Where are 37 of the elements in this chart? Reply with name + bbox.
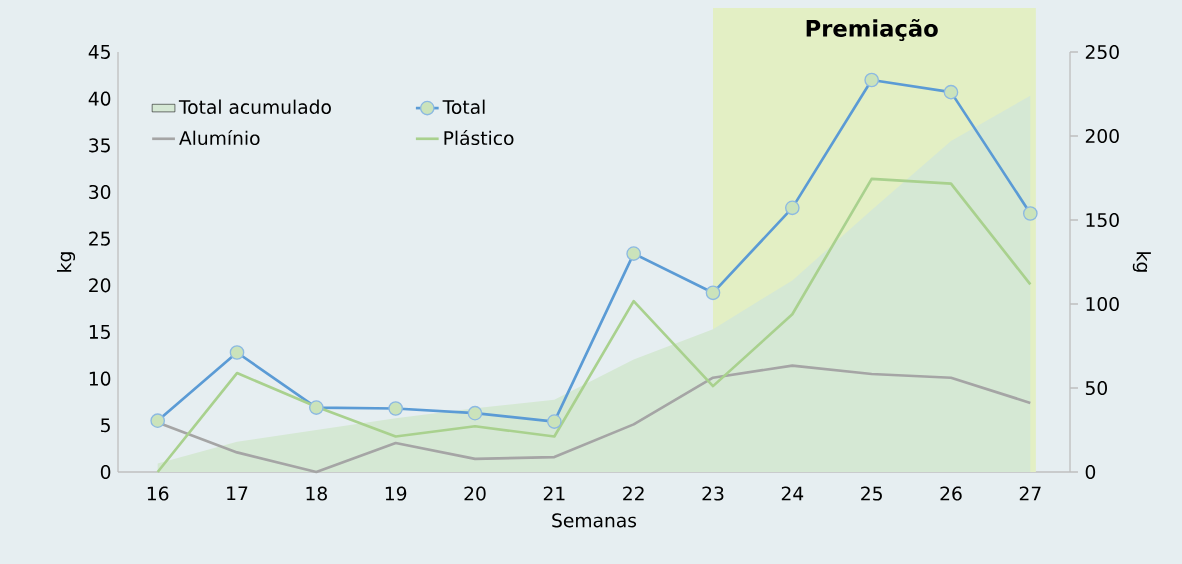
y2-tick-label: 0 [1085,464,1096,480]
y2-axis-title: kg [1132,252,1151,272]
x-tick-label: 19 [385,486,407,501]
x-tick-label: 16 [147,486,169,501]
x-tick-label: 23 [702,486,724,501]
band-label: Premiação [806,18,938,42]
legend-label: Plástico [444,129,514,146]
x-tick-label: 26 [940,486,962,501]
y2-tick-label: 150 [1086,212,1119,228]
y-tick-label: 20 [89,278,111,293]
x-tick-label: 17 [227,486,248,501]
line-series [156,177,1032,474]
x-tick-label: 21 [543,486,565,501]
y-tick-label: 45 [88,45,110,59]
y-tick-label: 0 [100,464,111,480]
x-axis-title: Semanas [552,513,637,528]
y-tick-label: 5 [101,418,110,433]
y-tick-label: 25 [89,231,110,246]
y2-tick-label: 50 [1085,380,1107,396]
x-tick-label: 24 [781,486,804,501]
legend-label: Alumínio [179,129,260,146]
y-axis-title: kg [57,252,76,272]
y-tick-label: 30 [89,184,111,200]
legend-label: Total [442,99,485,115]
y2-tick-label: 100 [1086,296,1119,312]
x-tick-label: 18 [306,486,327,501]
y-tick-label: 15 [89,325,110,339]
x-tick-label: 25 [861,486,882,501]
legend-label: Total acumulado [178,99,331,115]
y-tick-label: 35 [89,138,110,153]
y2-tick-label: 200 [1085,128,1119,144]
x-tick-label: 22 [623,486,644,501]
x-tick-label: 20 [464,486,486,501]
y2-tick-label: 250 [1085,44,1119,60]
y-tick-label: 10 [89,371,111,386]
x-tick-label: 27 [1019,486,1041,501]
y-tick-label: 40 [88,91,111,106]
